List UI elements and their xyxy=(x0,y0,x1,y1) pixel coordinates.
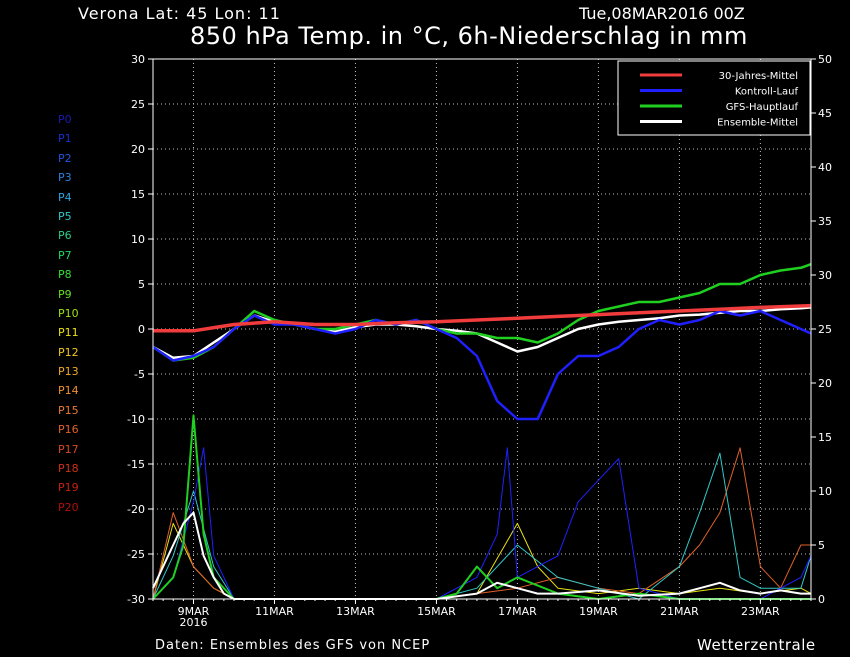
y-left-tick-label: -20 xyxy=(127,503,145,516)
member-label-p19: P19 xyxy=(58,481,79,495)
y-right-tick-label: 35 xyxy=(818,215,832,228)
y-right-tick-label: 0 xyxy=(818,593,825,606)
precip-line-ensemble-mittel xyxy=(152,511,811,600)
member-label-p18: P18 xyxy=(58,462,79,476)
member-label-p12: P12 xyxy=(58,345,79,359)
x-tick-label: 19MAR xyxy=(579,605,618,618)
precip-line-gfs-hauptlauf xyxy=(152,414,811,600)
x-tick-label: 13MAR xyxy=(336,605,375,618)
location-label: Verona Lat: 45 Lon: 11 xyxy=(78,4,281,23)
y-right-tick-label: 40 xyxy=(818,161,832,174)
legend-label: Kontroll-Lauf xyxy=(735,87,799,98)
member-label-p9: P9 xyxy=(58,287,72,301)
x-year-label: 2016 xyxy=(179,616,207,629)
y-right-tick-label: 5 xyxy=(818,539,825,552)
y-left-tick-label: -30 xyxy=(127,593,145,606)
x-tick-label: 17MAR xyxy=(498,605,537,618)
data-source-label: Daten: Ensembles des GFS von NCEP xyxy=(155,638,431,653)
member-label-p13: P13 xyxy=(58,365,79,379)
y-left-tick-label: 0 xyxy=(138,323,145,336)
member-label-p4: P4 xyxy=(58,190,72,204)
temp-line-30-jahres-mittel xyxy=(153,303,812,333)
x-tick-label: 21MAR xyxy=(660,605,699,618)
y-left-tick-label: 5 xyxy=(138,278,145,291)
member-label-p0: P0 xyxy=(58,113,72,126)
y-left-tick-label: 30 xyxy=(131,53,145,66)
precip-line-p5 xyxy=(152,452,812,600)
member-label-p6: P6 xyxy=(58,229,72,243)
member-label-p11: P11 xyxy=(58,326,79,340)
y-left-tick-label: 15 xyxy=(131,188,145,201)
precip-line-kontroll-lauf xyxy=(152,447,812,600)
member-label-p15: P15 xyxy=(58,403,79,417)
member-label-p5: P5 xyxy=(58,209,72,223)
y-right-tick-label: 15 xyxy=(818,431,832,444)
y-right-tick-label: 50 xyxy=(818,53,832,66)
x-tick-label: 9MAR xyxy=(178,605,210,618)
y-left-tick-label: -15 xyxy=(127,458,145,471)
legend-label: GFS-Hauptlauf xyxy=(726,102,799,113)
plot-frame xyxy=(152,58,812,600)
member-label-p3: P3 xyxy=(58,171,72,185)
member-label-p20: P20 xyxy=(58,500,79,514)
member-label-p1: P1 xyxy=(58,132,72,146)
member-label-p17: P17 xyxy=(58,442,79,456)
member-label-p10: P10 xyxy=(58,306,79,320)
member-label-p8: P8 xyxy=(58,268,72,282)
y-left-tick-label: -10 xyxy=(127,413,145,426)
y-right-tick-label: 45 xyxy=(818,107,832,120)
y-left-tick-label: 10 xyxy=(131,233,145,246)
y-left-tick-label: -5 xyxy=(134,368,145,381)
run-date: Tue,08MAR2016 00Z xyxy=(579,4,745,23)
temp-line-kontroll-lauf xyxy=(152,309,812,421)
y-right-tick-label: 25 xyxy=(818,323,832,336)
x-tick-label: 15MAR xyxy=(417,605,456,618)
member-label-p2: P2 xyxy=(58,151,72,165)
y-right-tick-label: 30 xyxy=(818,269,832,282)
x-tick-label: 11MAR xyxy=(255,605,294,618)
y-right-tick-label: 20 xyxy=(818,377,832,390)
temp-line-gfs-hauptlauf xyxy=(152,263,812,362)
x-tick-label: 23MAR xyxy=(741,605,780,618)
member-label-p14: P14 xyxy=(58,384,79,398)
y-left-tick-label: 25 xyxy=(131,98,145,111)
chart-title: 850 hPa Temp. in °C, 6h-Niederschlag in … xyxy=(190,22,748,50)
series-layer xyxy=(152,263,812,600)
member-label-p16: P16 xyxy=(58,423,79,437)
member-label-p7: P7 xyxy=(58,248,72,262)
precip-line-p11 xyxy=(152,522,812,600)
chart-axes: 302520151050-5-10-15-20-25-3050454035302… xyxy=(127,53,832,629)
ensemble-member-list: P0 P1 P2 P3 P4 P5 P6 P7 P8 P9 P10 P11 P12 P13 P14 P15 P1… xyxy=(58,110,79,517)
y-right-tick-label: 10 xyxy=(818,485,832,498)
precip-line-p16 xyxy=(152,447,811,600)
y-left-tick-label: 20 xyxy=(131,143,145,156)
y-left-tick-label: -25 xyxy=(127,548,145,561)
brand-label: Wetterzentrale xyxy=(697,636,816,654)
legend-label: Ensemble-Mittel xyxy=(717,118,798,129)
chart-legend: 30-Jahres-Mittel Kontroll-Lauf GFS-Hauptla… xyxy=(617,60,811,136)
chart-grid xyxy=(153,59,811,599)
legend-label: 30-Jahres-Mittel xyxy=(719,71,798,82)
